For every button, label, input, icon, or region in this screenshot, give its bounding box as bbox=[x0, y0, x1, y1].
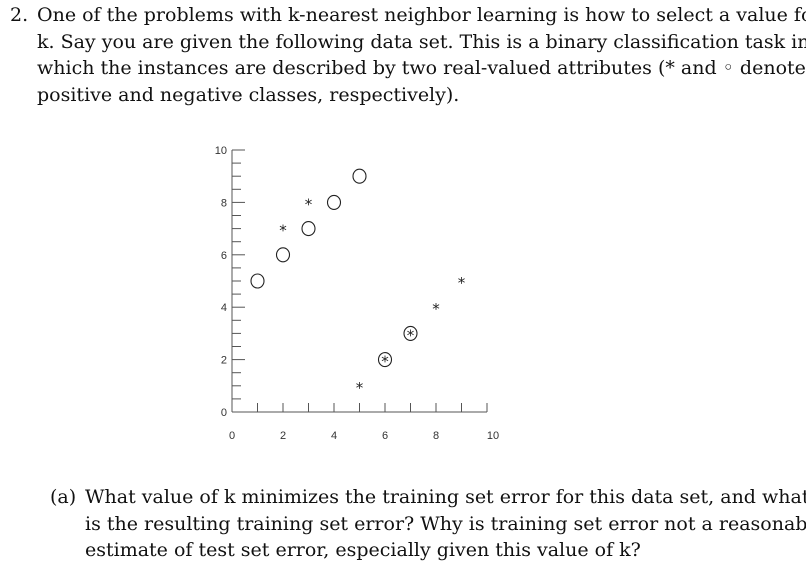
data-points: * * * * * * * bbox=[250, 168, 466, 397]
negative-point bbox=[377, 352, 393, 368]
x-tick-label: 0 bbox=[229, 430, 235, 442]
negative-point bbox=[352, 168, 367, 184]
y-tick-label: 10 bbox=[215, 145, 227, 157]
negative-point bbox=[326, 194, 342, 210]
x-tick-label: 8 bbox=[433, 430, 439, 442]
y-tick-label: 4 bbox=[221, 302, 227, 314]
question-a-line: is the resulting training set error? Why… bbox=[85, 512, 806, 535]
question-a: (a) What value of k minimizes the traini… bbox=[50, 484, 806, 564]
question-a-label: (a) bbox=[50, 486, 77, 508]
x-tick-label: 4 bbox=[331, 430, 337, 442]
problem-line: which the instances are described by two… bbox=[37, 57, 806, 79]
scatter-plot: 0 2 4 6 8 10 0 2 4 6 8 10 * * * * * * * bbox=[215, 145, 499, 442]
x-tick-label: 2 bbox=[280, 430, 286, 442]
positive-point: * bbox=[381, 353, 389, 371]
question-a-line: estimate of test set error, especially g… bbox=[85, 539, 641, 561]
y-tick-label: 0 bbox=[221, 407, 227, 419]
y-tick-label: 8 bbox=[221, 197, 227, 209]
positive-point: * bbox=[407, 326, 415, 344]
positive-point: * bbox=[356, 379, 364, 397]
positive-point: * bbox=[432, 300, 440, 318]
x-tick-label: 10 bbox=[487, 430, 499, 442]
plot-axes bbox=[231, 149, 488, 413]
positive-point: * bbox=[279, 222, 287, 240]
problem-statement: 2. One of the problems with k-nearest ne… bbox=[10, 2, 806, 108]
problem-line: positive and negative classes, respectiv… bbox=[37, 83, 460, 106]
y-tick-label: 2 bbox=[221, 355, 227, 367]
problem-number: 2. bbox=[10, 4, 29, 26]
question-a-line: What value of k minimizes the training s… bbox=[85, 486, 806, 508]
negative-point bbox=[275, 247, 291, 263]
problem-line: One of the problems with k-nearest neigh… bbox=[37, 4, 806, 26]
problem-line: k. Say you are given the following data … bbox=[37, 30, 806, 53]
positive-point: * bbox=[458, 274, 466, 292]
tick-labels: 0 2 4 6 8 10 0 2 4 6 8 10 bbox=[215, 145, 499, 442]
negative-point bbox=[301, 221, 316, 237]
negative-point bbox=[403, 325, 418, 341]
negative-point bbox=[250, 273, 265, 289]
x-tick-label: 6 bbox=[382, 430, 388, 442]
y-tick-label: 6 bbox=[221, 250, 227, 262]
positive-point: * bbox=[305, 195, 313, 213]
